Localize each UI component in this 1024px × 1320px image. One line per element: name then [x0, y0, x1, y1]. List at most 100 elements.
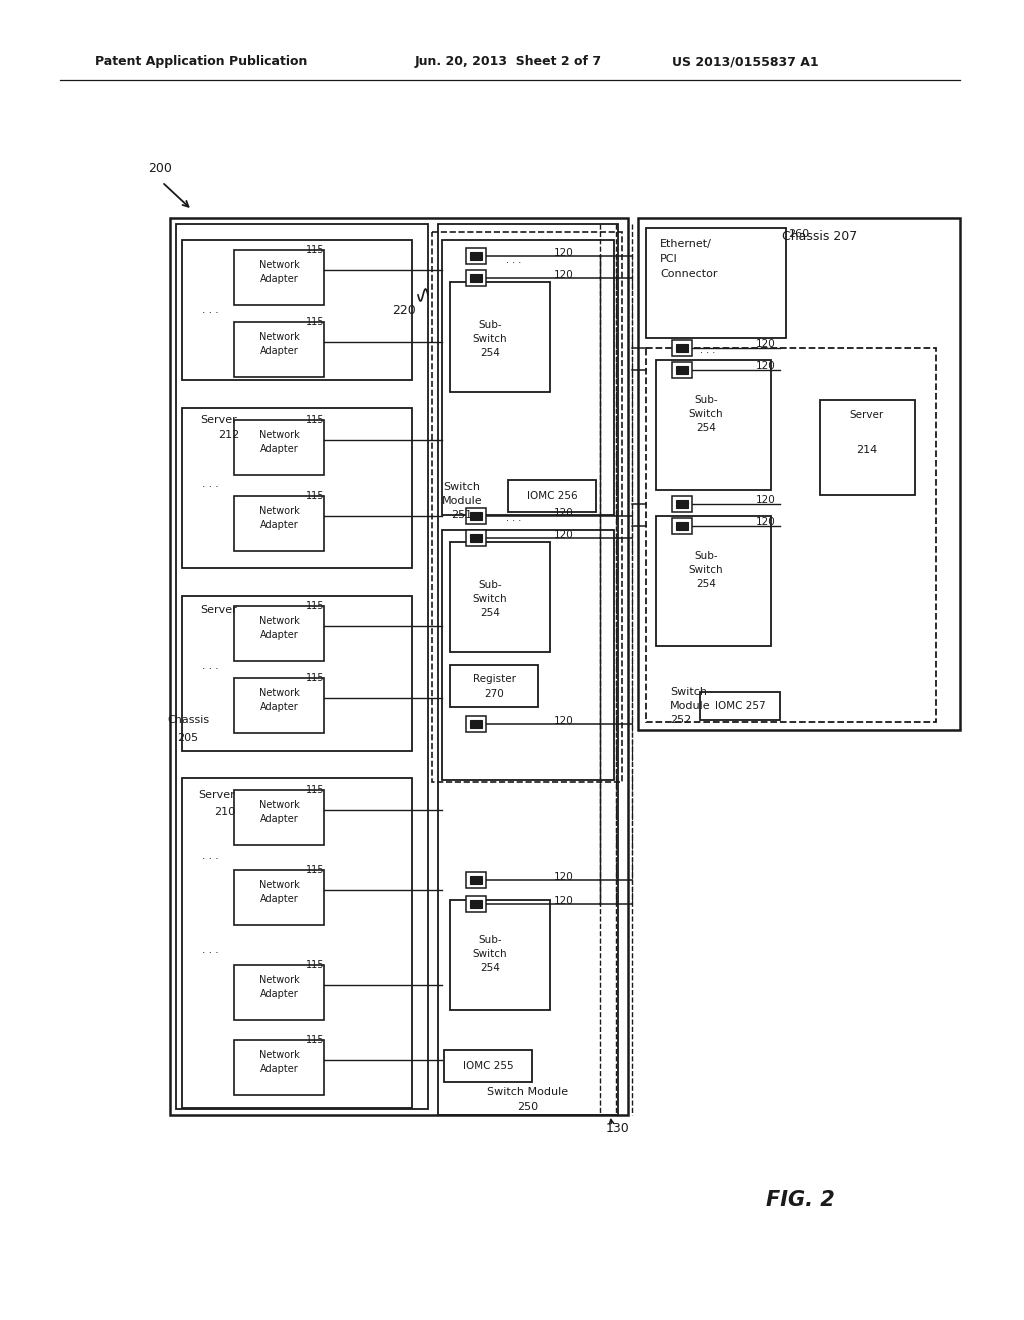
Bar: [170, 218, 628, 1115]
Bar: [466, 248, 486, 264]
Bar: [672, 496, 692, 512]
Text: 115: 115: [306, 785, 325, 795]
Text: Chassis 207: Chassis 207: [782, 230, 858, 243]
Text: 120: 120: [756, 339, 776, 348]
Text: Network: Network: [259, 688, 299, 698]
Bar: [508, 480, 596, 512]
Bar: [234, 606, 324, 661]
Text: Switch: Switch: [689, 409, 723, 418]
Bar: [234, 965, 324, 1020]
Text: Switch: Switch: [670, 686, 707, 697]
Text: Module: Module: [441, 496, 482, 506]
Text: Module: Module: [670, 701, 711, 711]
Text: 130: 130: [606, 1122, 630, 1134]
Bar: [182, 777, 412, 1107]
Bar: [234, 322, 324, 378]
Text: 254: 254: [696, 579, 716, 589]
Text: Switch: Switch: [473, 949, 507, 960]
Bar: [234, 1040, 324, 1096]
Bar: [700, 692, 780, 719]
Bar: [676, 500, 688, 508]
Text: 115: 115: [306, 414, 325, 425]
Text: 270: 270: [484, 689, 504, 700]
Text: 120: 120: [554, 896, 573, 906]
Text: Server: Server: [198, 789, 234, 800]
Text: 115: 115: [306, 673, 325, 682]
Text: Switch Module: Switch Module: [487, 1086, 568, 1097]
Bar: [466, 873, 486, 888]
Bar: [432, 232, 622, 781]
Text: 120: 120: [554, 508, 573, 517]
Bar: [234, 420, 324, 475]
Text: Adapter: Adapter: [260, 894, 298, 904]
Text: Network: Network: [259, 616, 299, 626]
Text: Server: Server: [200, 605, 237, 615]
Text: 120: 120: [554, 715, 573, 726]
Bar: [234, 496, 324, 550]
Bar: [470, 275, 482, 282]
Text: Network: Network: [259, 506, 299, 516]
Text: 115: 115: [306, 491, 325, 502]
Bar: [656, 516, 771, 645]
Bar: [450, 282, 550, 392]
Text: Switch: Switch: [473, 594, 507, 605]
Bar: [676, 521, 688, 531]
Bar: [234, 789, 324, 845]
Text: Sub-: Sub-: [694, 550, 718, 561]
Text: Adapter: Adapter: [260, 444, 298, 454]
Text: Network: Network: [259, 1049, 299, 1060]
Bar: [646, 348, 936, 722]
Bar: [466, 531, 486, 546]
Text: 220: 220: [392, 304, 416, 317]
Text: Server: Server: [850, 411, 884, 420]
Bar: [444, 1049, 532, 1082]
Text: Adapter: Adapter: [260, 346, 298, 356]
Bar: [470, 512, 482, 520]
Bar: [182, 240, 412, 380]
Bar: [638, 218, 961, 730]
Text: 254: 254: [480, 964, 500, 973]
Bar: [450, 900, 550, 1010]
Text: 120: 120: [756, 495, 776, 506]
Bar: [234, 678, 324, 733]
Text: Adapter: Adapter: [260, 630, 298, 640]
Bar: [466, 896, 486, 912]
Text: 115: 115: [306, 601, 325, 611]
Text: 250: 250: [517, 1102, 539, 1111]
Bar: [470, 900, 482, 908]
Text: . . .: . . .: [506, 255, 521, 265]
Text: 251: 251: [452, 510, 472, 520]
Bar: [470, 252, 482, 260]
Text: 254: 254: [480, 348, 500, 358]
Text: . . .: . . .: [202, 661, 218, 671]
Text: Server: Server: [200, 414, 237, 425]
Bar: [176, 224, 428, 1109]
Bar: [182, 597, 412, 751]
Text: Network: Network: [259, 975, 299, 985]
Text: 115: 115: [306, 960, 325, 970]
Bar: [672, 341, 692, 356]
Bar: [182, 408, 412, 568]
Text: Network: Network: [259, 430, 299, 440]
Text: Sub-: Sub-: [478, 935, 502, 945]
Text: Network: Network: [259, 800, 299, 810]
Text: . . .: . . .: [700, 345, 715, 355]
Bar: [820, 400, 915, 495]
Text: Jun. 20, 2013  Sheet 2 of 7: Jun. 20, 2013 Sheet 2 of 7: [415, 55, 602, 69]
Text: IOMC 257: IOMC 257: [715, 701, 765, 711]
Text: 260: 260: [788, 228, 809, 239]
Text: Sub-: Sub-: [478, 579, 502, 590]
Bar: [470, 535, 482, 543]
Bar: [466, 271, 486, 286]
Text: 120: 120: [554, 531, 573, 540]
Text: 115: 115: [306, 1035, 325, 1045]
Bar: [450, 543, 550, 652]
Text: Connector: Connector: [660, 269, 718, 279]
Bar: [438, 224, 618, 1115]
Text: Patent Application Publication: Patent Application Publication: [95, 55, 307, 69]
Text: 200: 200: [148, 161, 172, 174]
Text: 120: 120: [756, 517, 776, 527]
Text: . . .: . . .: [202, 851, 218, 861]
Text: US 2013/0155837 A1: US 2013/0155837 A1: [672, 55, 818, 69]
Bar: [672, 517, 692, 535]
